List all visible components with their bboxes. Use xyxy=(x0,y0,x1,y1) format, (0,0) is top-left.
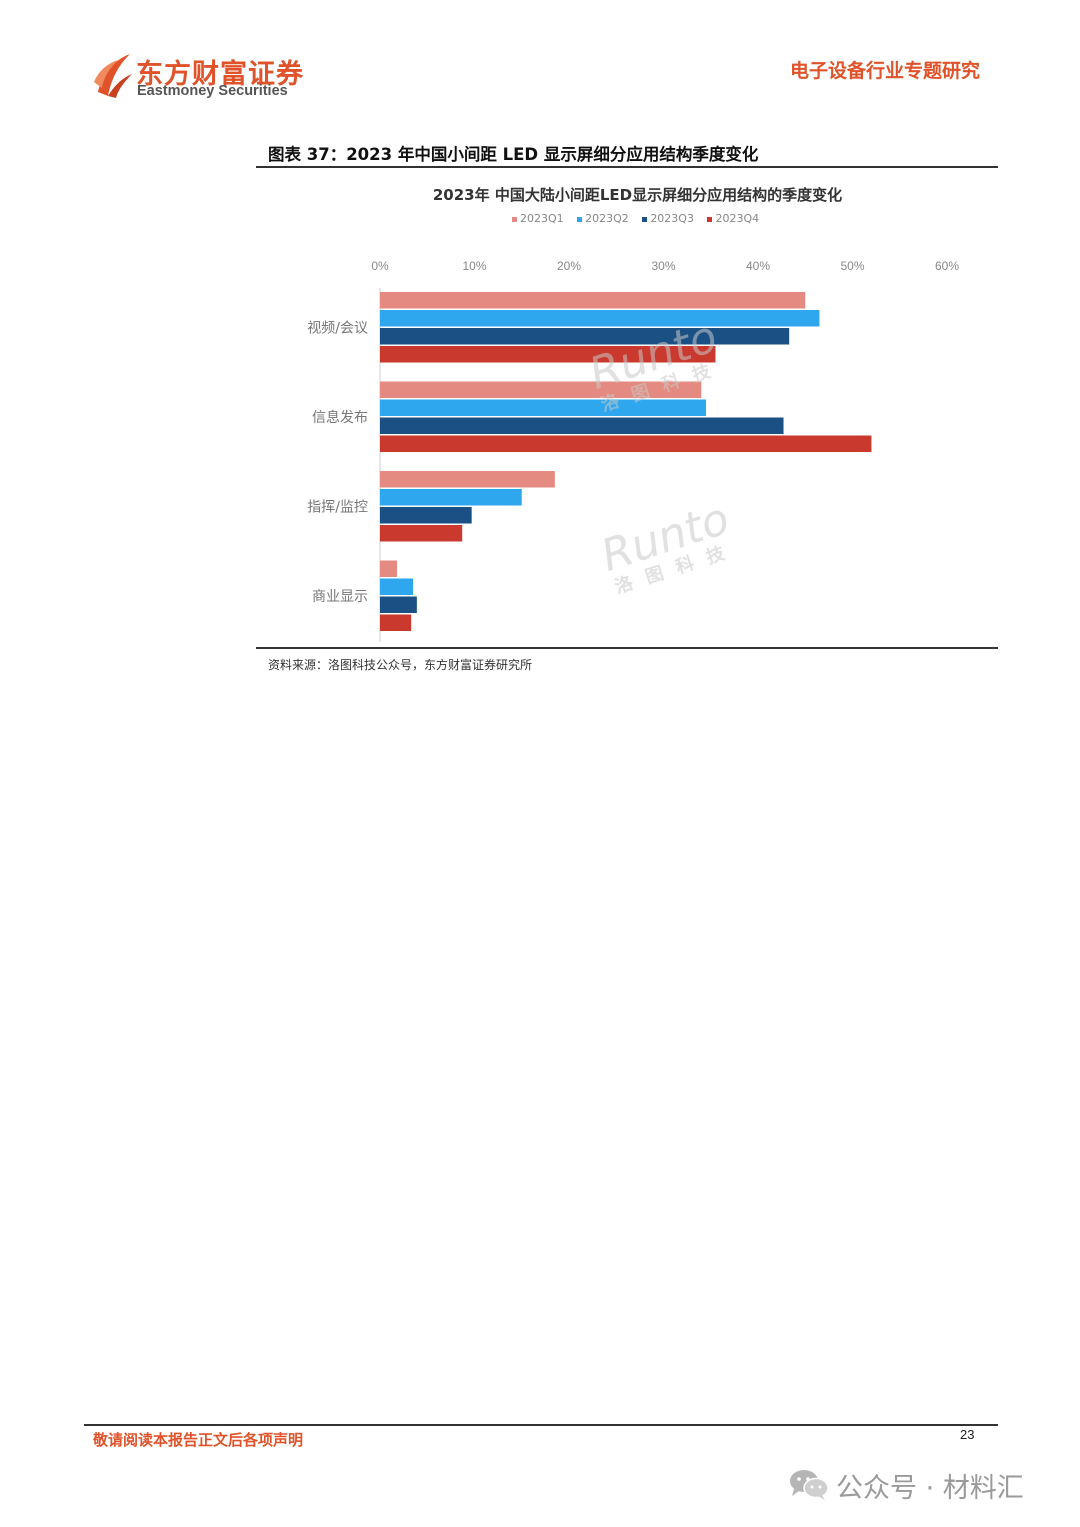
legend-swatch-q1 xyxy=(512,216,517,222)
bar-2023q3-2 xyxy=(380,507,472,524)
category-label: 指挥/监控 xyxy=(307,499,368,515)
x-tick-label: 50% xyxy=(840,259,864,273)
brand-name-en: Eastmoney Securities xyxy=(137,83,288,99)
legend-swatch-q3 xyxy=(642,216,648,222)
legend-item-q1: 2023Q1 xyxy=(512,212,564,225)
footer-disclaimer: 敬请阅读本报告正文后各项声明 xyxy=(93,1431,304,1449)
bar-2023q3-3 xyxy=(380,596,417,613)
bar-2023q2-1 xyxy=(380,399,707,416)
bar-2023q4-1 xyxy=(380,435,872,452)
legend-item-q2: 2023Q2 xyxy=(577,212,629,225)
legend-swatch-q2 xyxy=(577,216,583,222)
chart-legend: 2023Q1 2023Q2 2023Q3 2023Q4 xyxy=(512,212,769,225)
bar-2023q2-0 xyxy=(380,310,820,327)
legend-label-q4: 2023Q4 xyxy=(715,212,760,225)
x-tick-label: 40% xyxy=(746,259,770,273)
x-tick-label: 60% xyxy=(935,259,959,273)
category-label: 信息发布 xyxy=(312,409,368,426)
wechat-icon xyxy=(790,1470,829,1500)
bar-2023q2-3 xyxy=(380,578,414,595)
page-number: 23 xyxy=(960,1427,975,1442)
bar-2023q1-0 xyxy=(380,292,806,309)
bar-2023q4-2 xyxy=(380,525,463,542)
category-label: 商业显示 xyxy=(312,589,368,605)
bar-2023q2-2 xyxy=(380,489,522,506)
legend-label-q3: 2023Q3 xyxy=(650,212,694,225)
bar-2023q3-0 xyxy=(380,328,790,345)
brand-logo: 东方财富证券 Eastmoney Securities xyxy=(92,52,322,104)
footer-rule xyxy=(84,1424,998,1426)
figure-caption: 图表 37：2023 年中国小间距 LED 显示屏细分应用结构季度变化 xyxy=(268,145,759,164)
legend-label-q2: 2023Q2 xyxy=(585,212,629,225)
bar-2023q1-2 xyxy=(380,471,555,488)
bar-2023q1-1 xyxy=(380,381,702,398)
brand-name-cn: 东方财富证券 xyxy=(136,59,304,90)
x-tick-label: 10% xyxy=(462,259,486,273)
figure-source: 资料来源：洛图科技公众号，东方财富证券研究所 xyxy=(268,658,533,672)
report-type: 电子设备行业专题研究 xyxy=(789,60,980,82)
legend-item-q4: 2023Q4 xyxy=(707,212,759,225)
chart-title: 2023年 中国大陆小间距LED显示屏细分应用结构的季度变化 xyxy=(432,186,843,204)
source-rule xyxy=(256,647,998,649)
bar-2023q1-3 xyxy=(380,560,398,577)
category-label: 视频/会议 xyxy=(307,320,368,336)
legend-label-q1: 2023Q1 xyxy=(520,212,564,225)
bar-2023q4-3 xyxy=(380,614,412,631)
bar-2023q3-1 xyxy=(380,417,784,434)
x-tick-label: 30% xyxy=(651,259,675,273)
legend-item-q3: 2023Q3 xyxy=(642,212,694,225)
legend-swatch-q4 xyxy=(707,216,713,222)
eastmoney-logo-icon xyxy=(94,54,132,98)
bar-2023q4-0 xyxy=(380,346,716,363)
x-tick-label: 0% xyxy=(371,259,389,273)
wechat-account: 公众号 · 材料汇 xyxy=(836,1473,1024,1504)
caption-rule xyxy=(256,166,998,168)
x-tick-label: 20% xyxy=(557,259,581,273)
